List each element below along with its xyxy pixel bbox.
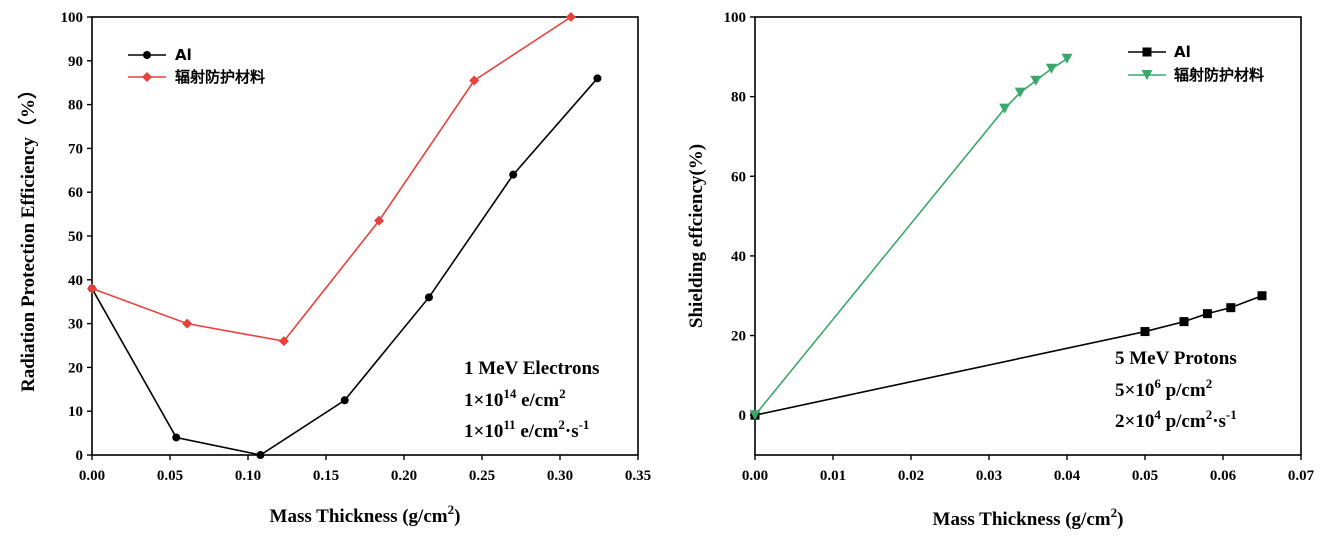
right-series-1-point bbox=[999, 103, 1011, 114]
right-legend-material-marker bbox=[1141, 70, 1153, 80]
right-series bbox=[749, 53, 1267, 421]
right-anno-line-3: 2×104 p/cm2·s-1 bbox=[1115, 407, 1237, 432]
left-series-0-point bbox=[424, 293, 433, 302]
right-x-tick-label: 0.02 bbox=[898, 468, 924, 484]
left-y-tick-label: 60 bbox=[68, 185, 83, 201]
right-y-tick-label: 40 bbox=[731, 249, 746, 265]
left-anno-line-2: 1×1014 e/cm2 bbox=[464, 386, 566, 411]
left-legend-material-label: 辐射防护材料 bbox=[175, 68, 265, 86]
left-x-tick-label: 0.20 bbox=[391, 468, 417, 484]
right-x-axis-label: Mass Thickness (g/cm2) bbox=[933, 505, 1124, 530]
left-y-tick-label: 40 bbox=[68, 273, 83, 289]
left-series-0-point bbox=[593, 74, 602, 83]
right-y-tick-label: 0 bbox=[739, 408, 747, 424]
right-chart: 0.00 0.01 0.02 0.03 0.04 0.05 0.06 0.07 0 20 40 60… bbox=[686, 10, 1315, 530]
right-series-1-point bbox=[1061, 53, 1073, 64]
right-series-0-line bbox=[754, 294, 1263, 416]
right-legend: Al 辐射防护材料 bbox=[1128, 43, 1264, 84]
right-plot-frame bbox=[754, 16, 1302, 456]
left-y-axis-label: Radiation Protection Efficiency（%） bbox=[16, 80, 39, 392]
left-y-tick-label: 100 bbox=[61, 10, 84, 26]
left-series-1-point bbox=[87, 283, 97, 294]
left-series-1-point bbox=[182, 318, 193, 329]
left-annotation: 1 MeV Electrons 1×1014 e/cm2 1×1011 e/cm… bbox=[464, 358, 599, 442]
right-y-tick-label: 20 bbox=[731, 329, 746, 345]
left-y-tick-label: 10 bbox=[68, 404, 83, 420]
left-legend-al-label: Al bbox=[175, 46, 192, 64]
left-x-tick-label: 0.00 bbox=[79, 468, 105, 484]
right-x-tick-label: 0.06 bbox=[1210, 468, 1237, 484]
right-y-tick-label: 100 bbox=[724, 10, 747, 26]
right-series-1-point bbox=[1045, 63, 1057, 74]
left-chart: 0.00 0.05 0.10 0.15 0.20 0.25 0.30 0.35 0 10 20 30… bbox=[16, 10, 651, 527]
right-anno-line-2: 5×106 p/cm2 bbox=[1115, 376, 1212, 401]
left-y-tick-label: 70 bbox=[68, 141, 83, 157]
left-x-tick-label: 0.35 bbox=[625, 468, 651, 484]
left-series-0-point bbox=[340, 396, 349, 405]
left-x-tick-label: 0.30 bbox=[547, 468, 573, 484]
right-legend-al-label: Al bbox=[1174, 43, 1191, 61]
right-y-axis-label: Shielding effciency(%) bbox=[686, 144, 707, 328]
left-series-1-point bbox=[469, 75, 480, 86]
left-y-tick-label: 20 bbox=[68, 360, 83, 376]
left-x-tick-label: 0.25 bbox=[469, 468, 495, 484]
left-series-0-point bbox=[256, 451, 265, 459]
right-series-0-point bbox=[1140, 327, 1150, 337]
left-y-tick-label: 80 bbox=[68, 98, 83, 114]
left-y-tick-label: 90 bbox=[68, 54, 83, 70]
right-y-ticks: 0 20 40 60 80 100 bbox=[724, 10, 755, 424]
right-x-tick-label: 0.00 bbox=[742, 468, 768, 484]
left-legend: Al 辐射防护材料 bbox=[128, 46, 265, 86]
left-x-tick-label: 0.10 bbox=[235, 468, 261, 484]
right-x-tick-label: 0.04 bbox=[1054, 468, 1081, 484]
right-series-1-point bbox=[1030, 75, 1042, 86]
left-x-tick-label: 0.05 bbox=[157, 468, 183, 484]
left-anno-line-3: 1×1011 e/cm2·s-1 bbox=[464, 417, 589, 442]
left-x-ticks: 0.00 0.05 0.10 0.15 0.20 0.25 0.30 0.35 bbox=[79, 455, 651, 484]
left-y-tick-label: 50 bbox=[68, 229, 83, 245]
left-y-tick-label: 30 bbox=[68, 317, 83, 333]
right-series-1-point bbox=[749, 410, 761, 421]
left-legend-material-marker bbox=[142, 72, 152, 82]
right-y-tick-label: 80 bbox=[731, 90, 746, 106]
left-series-0-point bbox=[172, 433, 181, 442]
right-x-tick-label: 0.03 bbox=[976, 468, 1002, 484]
left-anno-line-1: 1 MeV Electrons bbox=[464, 358, 599, 379]
right-x-tick-label: 0.01 bbox=[820, 468, 846, 484]
left-y-tick-label: 0 bbox=[76, 448, 84, 464]
left-series-1-point bbox=[374, 215, 385, 226]
left-x-tick-label: 0.15 bbox=[313, 468, 339, 484]
right-series-0-point bbox=[1179, 317, 1189, 327]
left-series-1-point bbox=[565, 12, 576, 22]
left-legend-al-marker bbox=[143, 51, 151, 59]
left-series-1-line bbox=[91, 16, 572, 342]
right-x-ticks: 0.00 0.01 0.02 0.03 0.04 0.05 0.06 0.07 bbox=[742, 455, 1315, 484]
right-series-0-point bbox=[1202, 309, 1212, 319]
left-series bbox=[87, 12, 602, 459]
right-annotation: 5 MeV Protons 5×106 p/cm2 2×104 p/cm2·s-… bbox=[1115, 348, 1237, 432]
right-legend-al-marker bbox=[1142, 47, 1152, 57]
left-x-axis-label: Mass Thickness (g/cm2) bbox=[270, 502, 461, 527]
right-x-tick-label: 0.05 bbox=[1132, 468, 1158, 484]
left-y-ticks: 0 10 20 30 40 50 60 70 80 90 100 bbox=[61, 10, 92, 464]
right-series-1-point bbox=[1014, 87, 1026, 98]
right-x-tick-label: 0.07 bbox=[1288, 468, 1315, 484]
right-series-0-point bbox=[1257, 291, 1267, 301]
right-series-1-line bbox=[754, 58, 1068, 416]
right-y-tick-label: 60 bbox=[731, 169, 746, 185]
left-series-0-point bbox=[509, 170, 518, 179]
right-anno-line-1: 5 MeV Protons bbox=[1115, 348, 1237, 369]
right-legend-material-label: 辐射防护材料 bbox=[1174, 66, 1264, 84]
right-series-0-point bbox=[1226, 303, 1236, 313]
left-series-1-point bbox=[278, 336, 289, 347]
